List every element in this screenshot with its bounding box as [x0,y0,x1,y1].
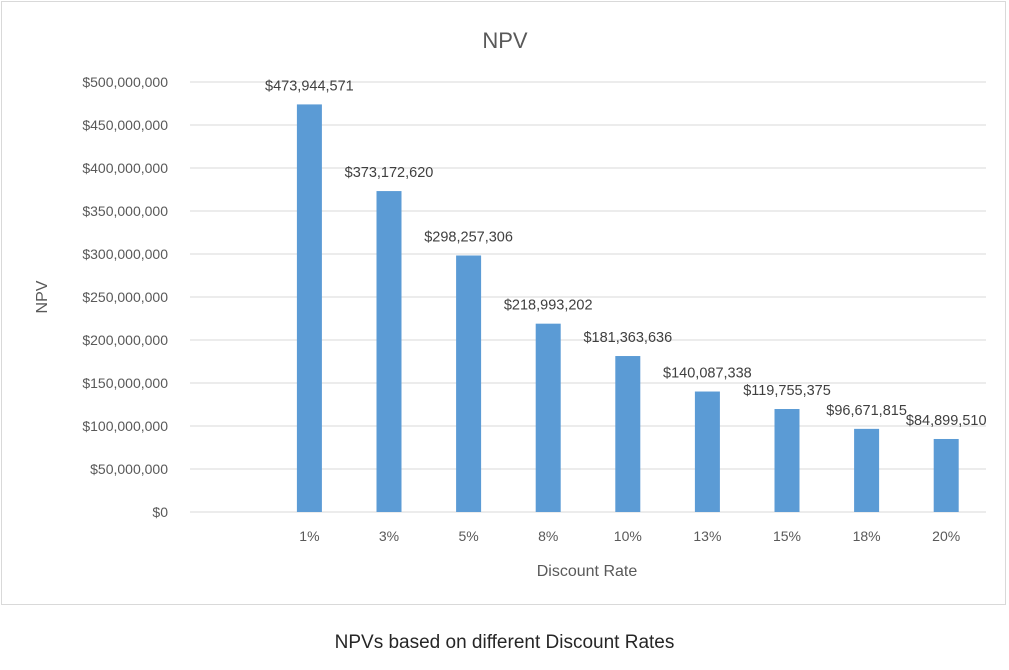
y-tick-label: $250,000,000 [82,289,168,305]
bars [296,104,959,513]
x-tick-label: 18% [853,528,881,544]
data-label: $218,993,202 [504,298,593,314]
bar [456,255,482,512]
y-tick-label: $150,000,000 [82,375,168,391]
data-label: $298,257,306 [424,229,513,245]
data-label: $473,944,571 [265,78,354,94]
x-tick-label: 13% [693,528,721,544]
gridlines [190,81,986,513]
x-tick-label: 5% [458,528,478,544]
figure-caption: NPVs based on different Discount Rates [334,632,675,653]
bar [694,391,720,512]
chart-title: NPV [482,28,528,53]
y-tick-labels: $0 $50,000,000 $100,000,000 $150,000,000 $20… [82,74,168,520]
data-label: $119,755,375 [743,383,831,399]
y-axis-title: NPV [34,280,51,313]
data-label: $96,671,815 [826,403,907,419]
npv-bar-chart: $473,944,571 $373,172,620 $298,257,306 $218… [34,28,987,580]
bar [296,104,322,513]
y-tick-label: $500,000,000 [82,74,168,90]
bar [933,438,959,512]
y-tick-label: $400,000,000 [82,160,168,176]
x-tick-label: 15% [773,528,801,544]
x-tick-labels: 1% 3% 5% 8% 10% 13% 15% 18% 20% [299,528,960,544]
y-tick-label: $100,000,000 [82,418,168,434]
x-tick-label: 20% [932,528,960,544]
data-label: $181,363,636 [583,330,672,346]
y-tick-label: $300,000,000 [82,246,168,262]
chart-frame [1,1,1006,605]
y-tick-label: $450,000,000 [82,117,168,133]
bar [535,323,561,512]
x-tick-label: 8% [538,528,558,544]
x-tick-label: 10% [614,528,642,544]
data-label: $373,172,620 [345,165,434,181]
x-tick-label: 3% [379,528,399,544]
bar [854,428,880,512]
bar [615,356,641,512]
y-tick-label: $0 [152,504,168,520]
bar [376,191,402,513]
x-axis-title: Discount Rate [537,563,638,580]
y-tick-label: $200,000,000 [82,332,168,348]
x-tick-label: 1% [299,528,319,544]
data-label: $140,087,338 [663,366,752,382]
data-label: $84,899,510 [906,413,987,429]
y-tick-label: $350,000,000 [82,203,168,219]
bar [774,409,800,512]
y-tick-label: $50,000,000 [90,461,168,477]
data-labels: $473,944,571 $373,172,620 $298,257,306 $218… [265,78,986,429]
